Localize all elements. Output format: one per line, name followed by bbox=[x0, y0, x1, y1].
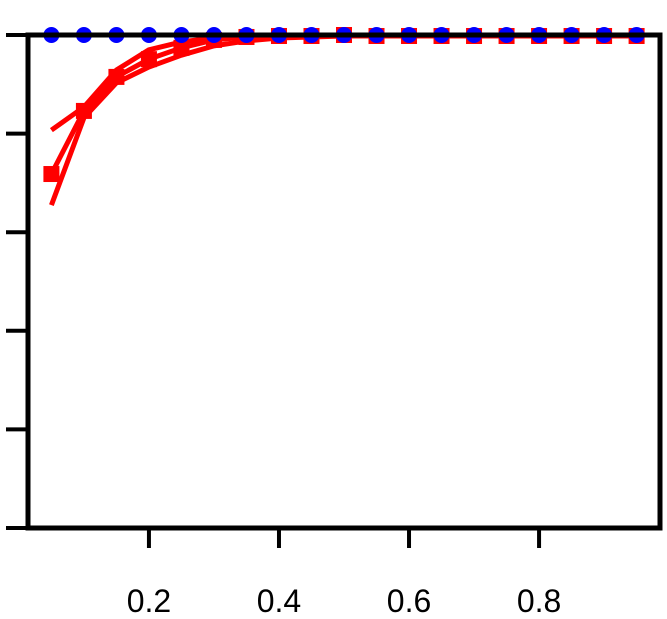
plot-frame bbox=[25, 32, 663, 531]
point bbox=[108, 68, 125, 85]
x-tick-label: 0.6 bbox=[387, 583, 431, 619]
point bbox=[43, 166, 60, 183]
point bbox=[140, 51, 157, 68]
x-tick-label: 0.2 bbox=[127, 583, 171, 619]
series-line bbox=[49, 33, 637, 206]
series-line bbox=[49, 32, 637, 133]
point bbox=[75, 102, 92, 119]
x-tick-label: 0.8 bbox=[517, 583, 561, 619]
x-tick-label: 0.4 bbox=[257, 583, 301, 619]
point bbox=[173, 39, 190, 56]
